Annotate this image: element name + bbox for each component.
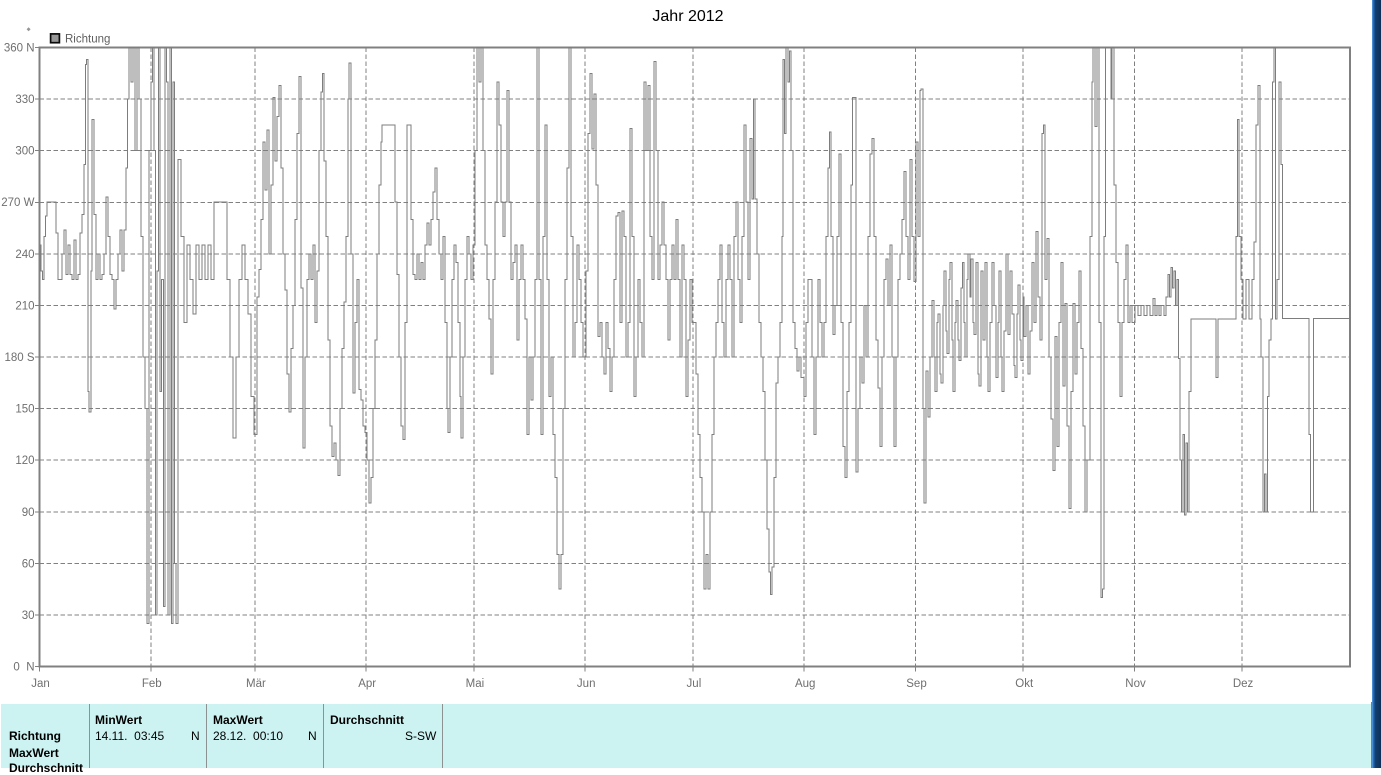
svg-text:180 S: 180 S	[4, 352, 34, 364]
svg-text:270 W: 270 W	[1, 197, 34, 209]
svg-text:Aug: Aug	[795, 678, 815, 690]
svg-text:120: 120	[15, 455, 34, 467]
svg-text:Jun: Jun	[577, 678, 596, 690]
svg-text:30: 30	[22, 610, 35, 622]
svg-text:90: 90	[22, 507, 35, 519]
svg-text:60: 60	[22, 558, 35, 570]
svg-text:0 N: 0 N	[13, 662, 34, 674]
svg-text:Mai: Mai	[466, 678, 485, 690]
svg-text:Dez: Dez	[1233, 678, 1254, 690]
svg-text:Jul: Jul	[687, 678, 702, 690]
svg-text:150: 150	[15, 404, 34, 416]
svg-text:Sep: Sep	[906, 678, 926, 690]
svg-text:300: 300	[15, 146, 34, 158]
svg-text:Mär: Mär	[246, 678, 266, 690]
svg-text:330: 330	[15, 94, 34, 106]
svg-text:Jan: Jan	[31, 678, 50, 690]
svg-text:240: 240	[15, 249, 34, 261]
svg-text:210: 210	[15, 300, 34, 312]
svg-text:Jahr 2012: Jahr 2012	[652, 8, 723, 25]
svg-text:Nov: Nov	[1125, 678, 1146, 690]
svg-text:Feb: Feb	[142, 678, 162, 690]
svg-text:Richtung: Richtung	[65, 34, 110, 46]
svg-text:Apr: Apr	[358, 678, 376, 690]
svg-text:Okt: Okt	[1015, 678, 1034, 690]
svg-text:360 N: 360 N	[4, 43, 35, 55]
